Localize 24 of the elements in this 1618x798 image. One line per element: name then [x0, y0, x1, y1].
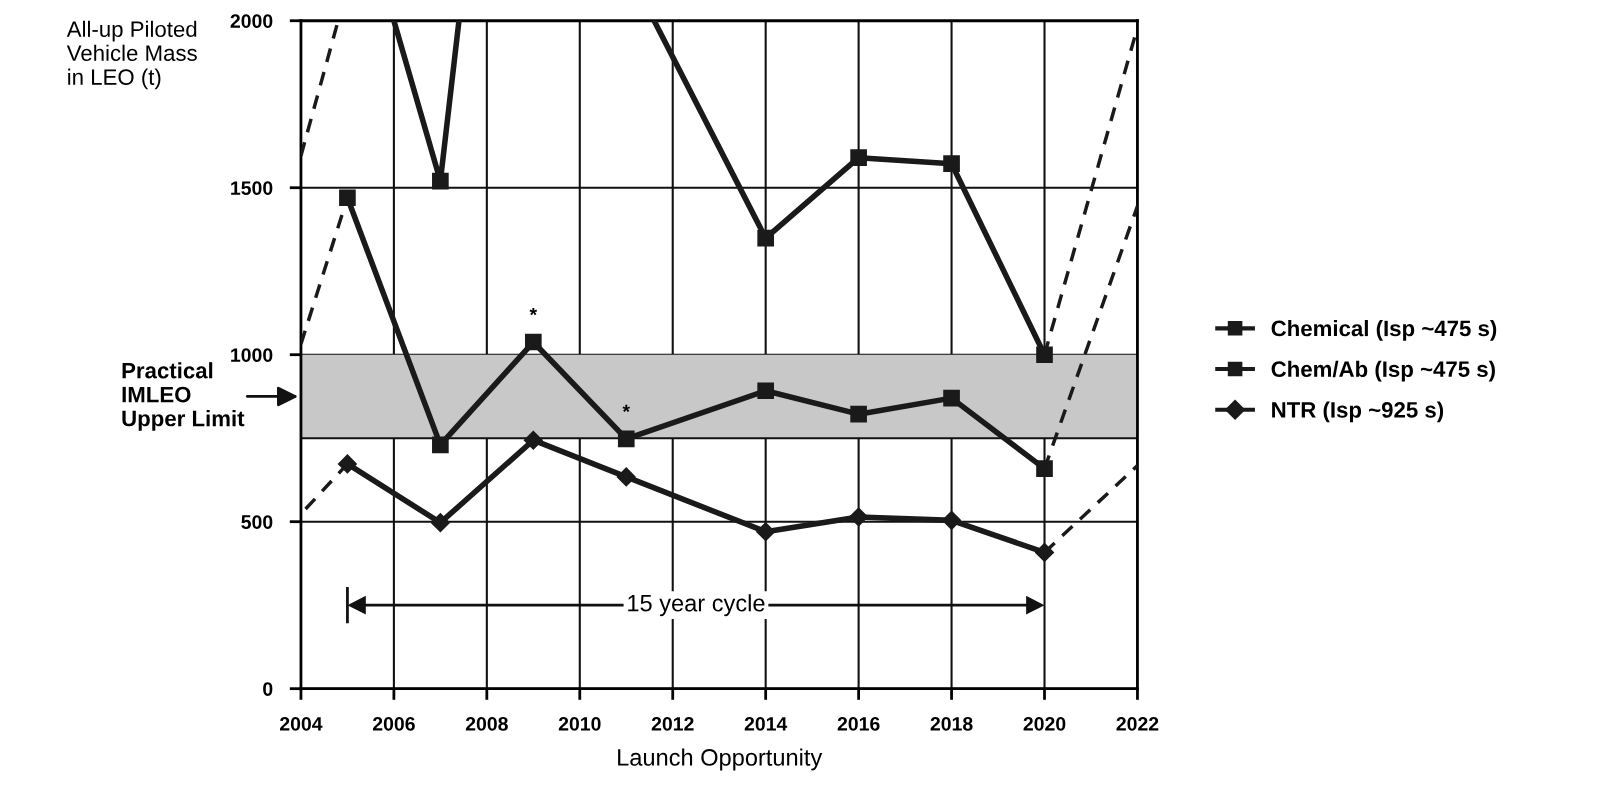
x-tick-label: 2006 [372, 716, 415, 731]
annotation: * [529, 307, 538, 316]
legend-label: NTR (Isp ~925 s) [1272, 401, 1444, 423]
x-tick-label: 2022 [1116, 716, 1159, 731]
x-tick-label: 2016 [837, 716, 880, 731]
x-tick-label: 2010 [558, 716, 601, 731]
legend-label: Chem/Ab (Isp ~475 s) [1271, 360, 1495, 382]
x-tick-label: 2008 [465, 716, 508, 731]
annotation: 15 year cycle [628, 594, 765, 617]
y-tick-label: 1500 [231, 181, 273, 195]
band-label: Practical IMLEO Upper Limit [122, 362, 245, 431]
x-tick-label: 2020 [1023, 716, 1066, 731]
x-tick-label: 2014 [744, 716, 788, 731]
y-tick-label: 1000 [231, 348, 273, 362]
y-tick-label: 0 [263, 682, 273, 696]
y-axis-title: All-up Piloted Vehicle Mass in LEO (t) [66, 20, 197, 90]
y-tick-label: 2000 [230, 14, 273, 28]
x-axis-title: Launch Opportunity [618, 748, 823, 771]
legend-label: Chemical (Isp ~475 s) [1271, 320, 1497, 341]
y-tick-label: 500 [241, 515, 273, 529]
x-tick-label: 2004 [280, 716, 323, 731]
x-tick-label: 2012 [651, 716, 694, 731]
x-tick-label: 2018 [930, 716, 973, 731]
annotation: * [622, 404, 631, 413]
